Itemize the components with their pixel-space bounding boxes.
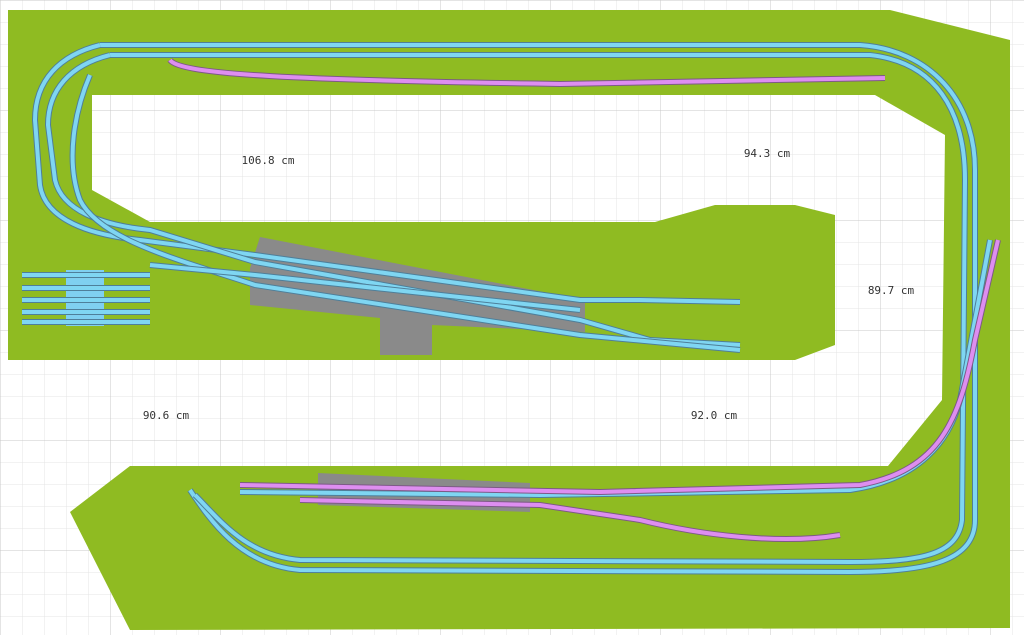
- dimension-label: 90.6 cm: [143, 409, 190, 422]
- dimension-label: 106.8 cm: [242, 154, 295, 167]
- dimension-label: 94.3 cm: [744, 147, 791, 160]
- dimension-label: 92.0 cm: [691, 409, 738, 422]
- dimension-label: 89.7 cm: [868, 284, 915, 297]
- tracks[interactable]: [22, 42, 1001, 576]
